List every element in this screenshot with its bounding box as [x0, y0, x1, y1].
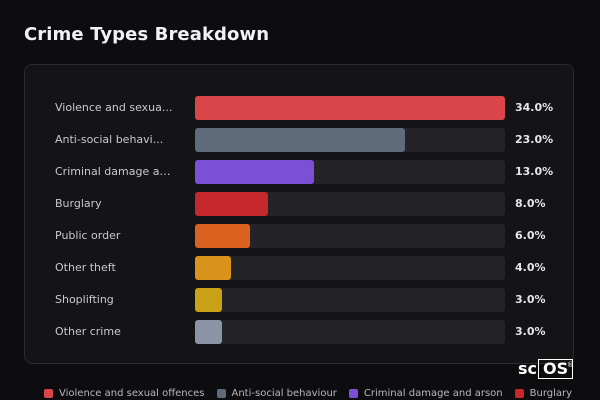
bar-label: Anti-social behavi...: [55, 133, 164, 146]
legend-swatch: [348, 388, 358, 398]
bar-value-label: 6.0%: [515, 229, 546, 242]
bar-track: [195, 288, 505, 312]
chart-panel: Violence and sexua... 34.0% Anti-social be…: [24, 64, 574, 364]
legend-label: Criminal damage and arson: [363, 387, 503, 399]
bar-value-label: 4.0%: [515, 261, 546, 274]
bar-track: [195, 320, 505, 344]
bar-value-label: 8.0%: [515, 197, 546, 210]
bar-value-label: 13.0%: [515, 165, 554, 178]
legend-item: Criminal damage and arson: [348, 387, 503, 399]
bar-row: Anti-social behavi... 23.0%: [25, 128, 573, 152]
bar-label: Criminal damage an...: [55, 165, 175, 178]
legend-item: Violence and sexual offences: [44, 388, 205, 399]
bar-track: [195, 128, 505, 152]
bar: [195, 128, 405, 152]
bar-track: [195, 192, 505, 216]
bar: [195, 320, 223, 344]
scos-logo: sc OS ®: [518, 358, 574, 380]
bar-row: Burglary 8.0%: [25, 192, 573, 216]
bar-row: Shoplifting 3.0%: [25, 288, 573, 312]
bar: [195, 288, 223, 312]
legend-swatch: [216, 388, 226, 398]
bar-label: Shoplifting: [55, 293, 114, 306]
logo-registered-mark: ®: [567, 361, 574, 369]
legend-item: Burglary: [514, 387, 573, 399]
bar-label: Other theft: [55, 261, 116, 274]
bar-row: Public order 6.0%: [25, 224, 573, 248]
legend-item: Anti-social behaviour: [216, 387, 337, 399]
chart-legend: Violence and sexual offences Anti-social …: [44, 386, 572, 400]
legend-label: Burglary: [529, 387, 573, 399]
logo-text-sc: sc: [518, 359, 538, 378]
bar-track: [195, 160, 505, 184]
legend-label: Violence and sexual offences: [59, 387, 205, 399]
bar-value-label: 23.0%: [515, 133, 554, 146]
bar-label: Violence and sexua...: [55, 101, 173, 114]
bar: [195, 224, 250, 248]
bar-value-label: 3.0%: [515, 325, 546, 338]
bar-track: [195, 256, 505, 280]
bar: [195, 160, 314, 184]
bar-label: Other crime: [55, 325, 121, 338]
bar: [195, 96, 505, 120]
bar-label: Public order: [55, 229, 121, 242]
legend-label: Anti-social behaviour: [231, 387, 337, 399]
bar-row: Violence and sexua... 34.0%: [25, 96, 573, 120]
bar-row: Other theft 4.0%: [25, 256, 573, 280]
bar-track: [195, 224, 505, 248]
logo-text-os: OS: [538, 359, 574, 379]
bar: [195, 256, 232, 280]
chart-title: Crime Types Breakdown: [24, 24, 270, 45]
bar-row: Other crime 3.0%: [25, 320, 573, 344]
bar-value-label: 3.0%: [515, 293, 546, 306]
bar-row: Criminal damage an... 13.0%: [25, 160, 573, 184]
legend-swatch: [514, 388, 524, 398]
legend-swatch: [44, 388, 53, 398]
bar-track: [195, 96, 505, 120]
bar-rows: Violence and sexua... 34.0% Anti-social be…: [25, 65, 573, 363]
bar-label: Burglary: [55, 197, 102, 210]
bar-value-label: 34.0%: [515, 101, 554, 114]
bar: [195, 192, 268, 216]
